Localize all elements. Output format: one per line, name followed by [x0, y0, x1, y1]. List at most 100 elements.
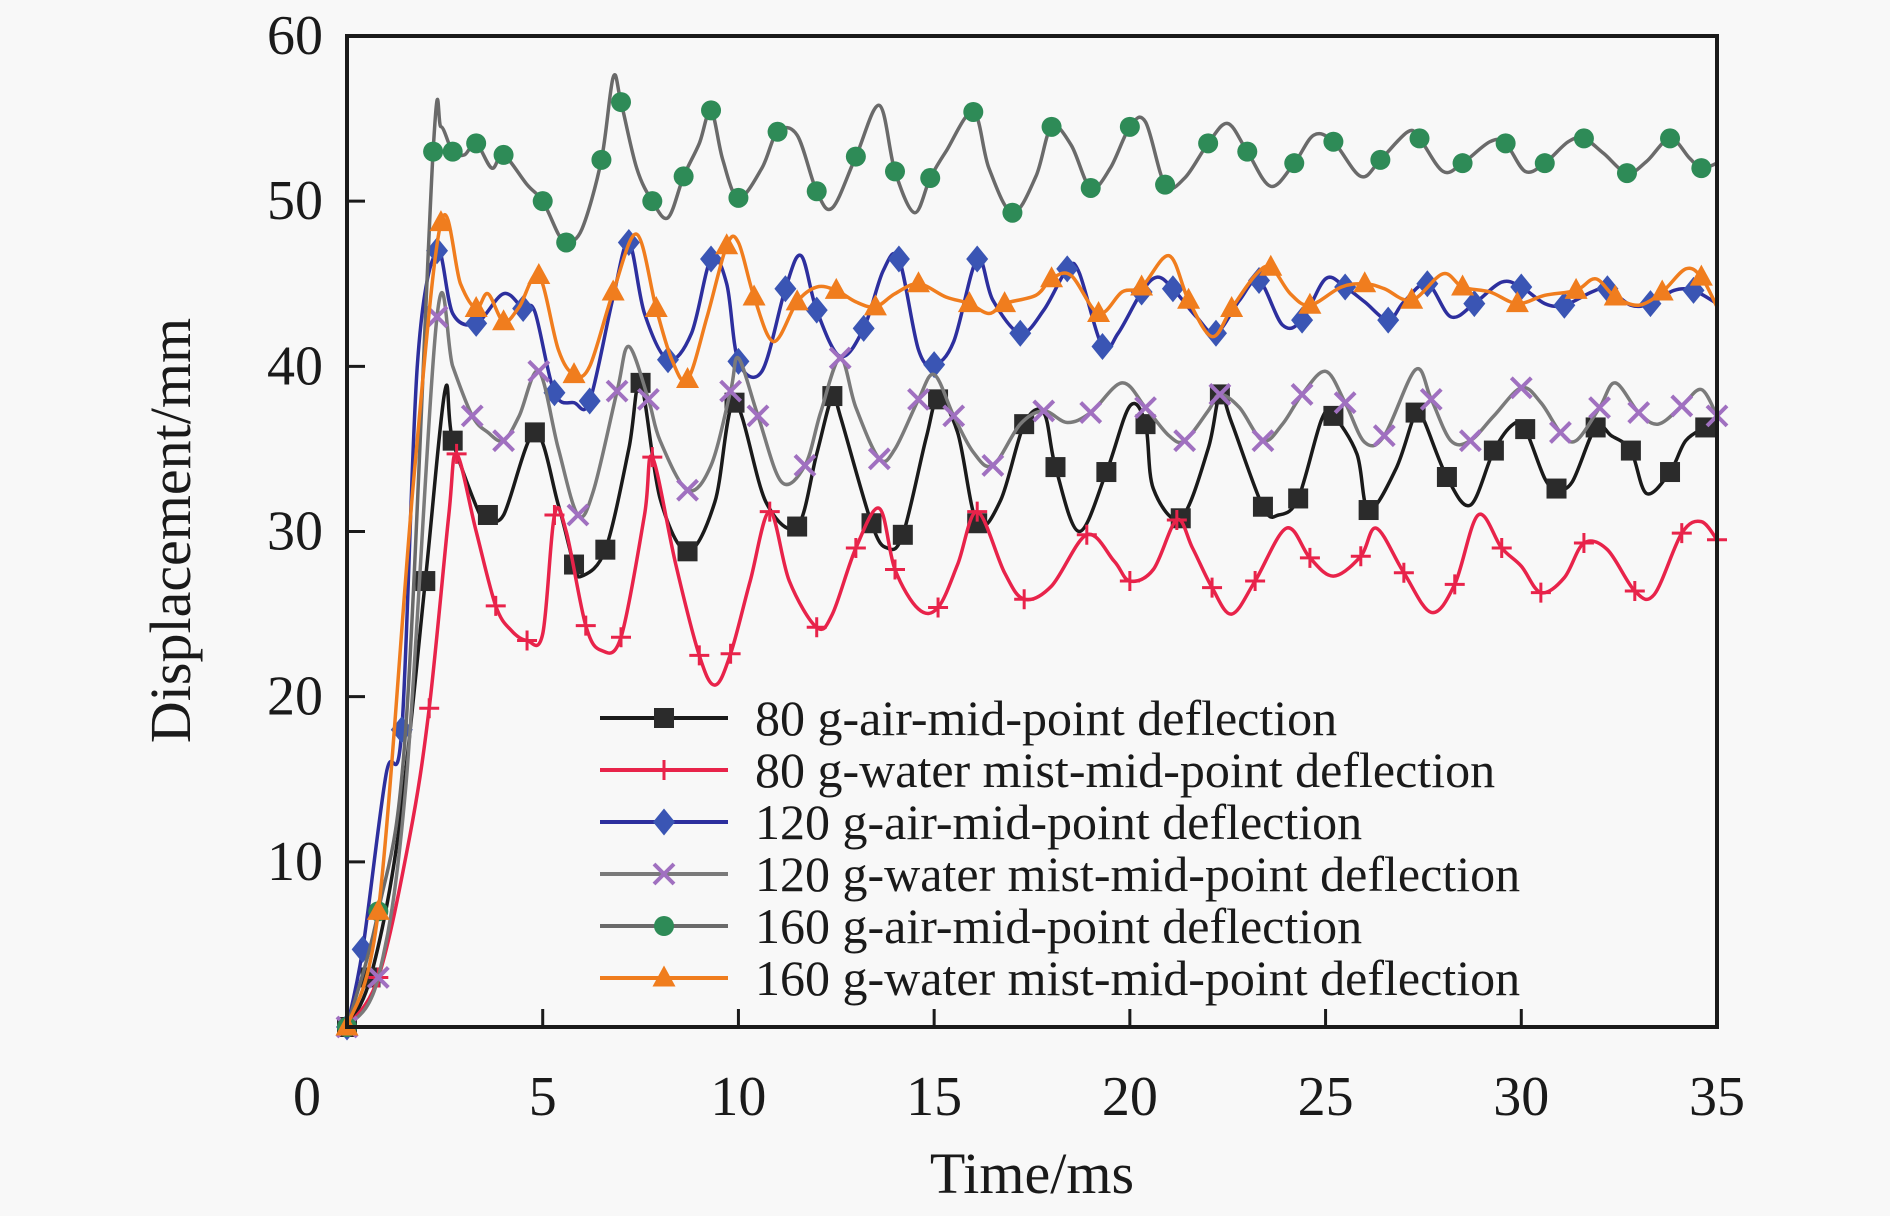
- data-point-marker: [442, 430, 463, 451]
- data-point-marker: [1284, 153, 1305, 174]
- data-point-marker: [1134, 396, 1157, 420]
- data-point-marker: [1290, 382, 1314, 406]
- data-point-marker: [728, 187, 749, 208]
- data-point-marker: [605, 379, 629, 403]
- data-point-marker: [1530, 582, 1551, 603]
- data-point-marker: [907, 387, 930, 411]
- data-point-marker: [1444, 574, 1465, 595]
- data-point-marker: [1573, 128, 1594, 149]
- data-point-marker: [676, 367, 700, 389]
- data-point-marker: [366, 966, 390, 989]
- data-point-marker: [861, 513, 882, 534]
- data-point-marker: [1237, 141, 1258, 162]
- data-point-marker: [442, 141, 463, 162]
- data-point-marker: [1208, 382, 1232, 406]
- data-point-marker: [677, 541, 698, 562]
- data-point-marker: [689, 645, 710, 666]
- legend-swatch-marker: [654, 708, 674, 728]
- legend-label: 80 g-air-mid-point deflection: [755, 690, 1337, 746]
- data-point-marker: [1173, 429, 1197, 453]
- data-point-marker: [1491, 538, 1512, 559]
- data-point-marker: [1091, 333, 1114, 361]
- data-point-marker: [742, 284, 766, 306]
- legend-swatch-marker: [652, 965, 676, 987]
- data-point-marker: [993, 291, 1017, 313]
- data-point-marker: [806, 181, 827, 202]
- data-point-marker: [942, 404, 966, 428]
- data-point-marker: [727, 347, 750, 375]
- data-point-marker: [1509, 376, 1533, 400]
- legend-swatch-marker: [654, 760, 674, 780]
- series-layer: [335, 73, 1729, 1041]
- data-point-marker: [544, 504, 565, 525]
- data-point-marker: [1299, 547, 1320, 568]
- data-point-marker: [512, 295, 535, 323]
- data-point-marker: [562, 362, 586, 384]
- data-point-marker: [1096, 462, 1117, 483]
- data-point-marker: [1458, 429, 1482, 453]
- data-point-marker: [793, 454, 817, 477]
- data-point-marker: [1135, 414, 1156, 435]
- data-point-marker: [1377, 306, 1400, 334]
- data-point-marker: [1014, 589, 1035, 610]
- data-point-marker: [527, 359, 551, 383]
- data-point-marker: [532, 191, 553, 212]
- data-point-marker: [1370, 149, 1391, 170]
- data-point-marker: [1603, 284, 1627, 306]
- data-point-marker: [636, 387, 660, 411]
- data-point-marker: [591, 149, 612, 170]
- legend-label: 160 g-air-mid-point deflection: [755, 898, 1362, 954]
- data-point-marker: [1076, 524, 1097, 545]
- x-tick-label: 35: [1689, 1066, 1745, 1128]
- data-point-marker: [1358, 500, 1379, 521]
- data-point-marker: [828, 346, 852, 370]
- legend-swatch-marker: [654, 916, 674, 936]
- x-tick-label: 5: [529, 1066, 557, 1128]
- data-point-marker: [1400, 287, 1424, 309]
- data-point-marker: [1040, 266, 1064, 288]
- data-point-marker: [1483, 440, 1504, 461]
- y-tick-label: 10: [267, 831, 323, 893]
- data-point-marker: [1505, 291, 1529, 313]
- data-point-marker: [1198, 133, 1219, 154]
- data-point-marker: [892, 524, 913, 545]
- data-point-marker: [1451, 274, 1475, 296]
- data-point-marker: [524, 422, 545, 443]
- legend-item: 160 g-air-mid-point deflection: [600, 898, 1362, 954]
- data-point-marker: [1515, 419, 1536, 440]
- series-4: [335, 291, 1729, 1039]
- data-point-marker: [1627, 401, 1651, 424]
- data-point-marker: [852, 314, 875, 342]
- data-point-marker: [1549, 420, 1572, 444]
- data-point-marker: [1032, 399, 1056, 423]
- data-point-marker: [492, 429, 515, 453]
- data-point-marker: [1436, 466, 1457, 487]
- data-point-marker: [981, 454, 1005, 477]
- data-point-marker: [1573, 533, 1594, 554]
- data-point-marker: [1041, 116, 1062, 137]
- data-point-marker: [1670, 394, 1694, 418]
- data-point-marker: [642, 191, 663, 212]
- data-point-marker: [460, 404, 484, 428]
- data-point-marker: [1409, 128, 1430, 149]
- data-point-marker: [845, 146, 866, 167]
- data-point-marker: [1166, 509, 1187, 530]
- y-axis-title: Displacement/mm: [138, 318, 203, 743]
- data-point-marker: [556, 232, 577, 253]
- data-point-marker: [906, 271, 930, 293]
- data-point-marker: [785, 289, 809, 311]
- data-point-marker: [863, 294, 887, 316]
- data-point-marker: [1119, 116, 1140, 137]
- data-point-marker: [1546, 478, 1567, 499]
- legend-item: 120 g-water mist-mid-point deflection: [600, 846, 1520, 902]
- data-point-marker: [885, 161, 905, 182]
- series-line: [345, 380, 1707, 1028]
- data-point-marker: [466, 133, 487, 154]
- legend-item: 120 g-air-mid-point deflection: [600, 794, 1362, 850]
- data-point-marker: [1624, 580, 1645, 601]
- data-point-marker: [673, 166, 694, 187]
- data-point-marker: [1350, 546, 1371, 567]
- legend-item: 80 g-air-mid-point deflection: [600, 690, 1337, 746]
- x-tick-label: 20: [1102, 1066, 1158, 1128]
